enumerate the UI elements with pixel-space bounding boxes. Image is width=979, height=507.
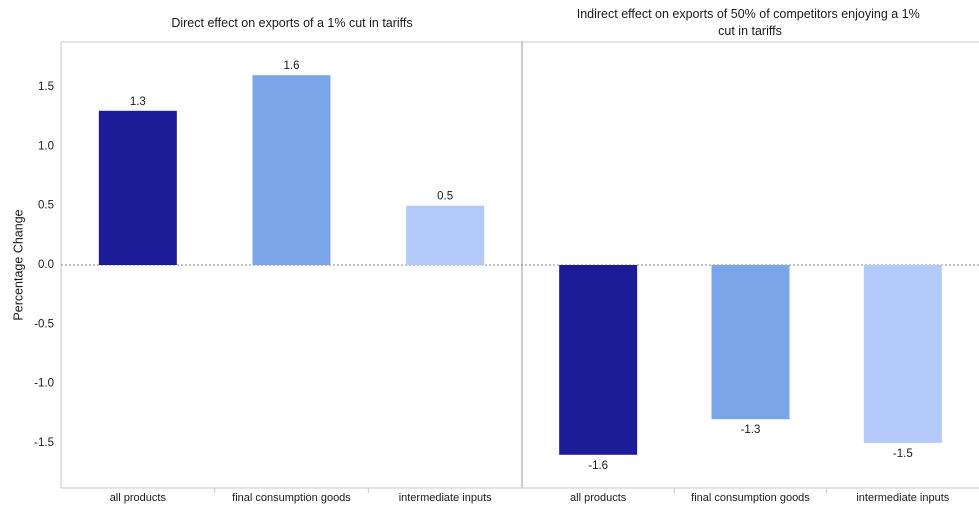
x-category-label: intermediate inputs: [856, 492, 949, 504]
bar-indirect-final-consumption-goods: [711, 265, 790, 420]
y-axis-title: Percentage Change: [11, 209, 25, 320]
bar-value-label: -1.5: [893, 448, 913, 460]
bar-direct-intermediate-inputs: [406, 205, 485, 265]
y-tick-label: 0.5: [38, 200, 54, 212]
bar-value-label: -1.6: [588, 460, 608, 472]
bar-indirect-intermediate-inputs: [863, 265, 942, 443]
x-category-label: all products: [570, 492, 627, 504]
bar-indirect-all-products: [559, 265, 638, 455]
panel-title-indirect-line-2: cut in tariffs: [718, 24, 782, 38]
y-tick-label: -0.5: [34, 318, 54, 330]
bar-value-label: -1.3: [741, 424, 761, 436]
panel-title-indirect: Indirect effect on exports of 50% of com…: [577, 7, 924, 38]
x-category-label: final consumption goods: [232, 492, 351, 504]
bar-value-label: 1.6: [284, 60, 300, 72]
x-category-label: intermediate inputs: [399, 492, 492, 504]
panel-title-indirect-line-1: Indirect effect on exports of 50% of com…: [577, 7, 920, 21]
x-category-label: all products: [110, 492, 167, 504]
bar-direct-all-products: [98, 110, 177, 265]
bar-direct-final-consumption-goods: [252, 75, 331, 265]
y-tick-label: -1.0: [34, 378, 54, 390]
panel-title-direct: Direct effect on exports of a 1% cut in …: [171, 16, 412, 30]
y-tick-label: -1.5: [34, 437, 54, 449]
x-category-label: final consumption goods: [691, 492, 810, 504]
y-tick-label: 1.0: [38, 140, 54, 152]
bar-value-label: 1.3: [130, 96, 146, 108]
y-tick-label: 0.0: [38, 259, 54, 271]
y-tick-label: 1.5: [38, 81, 54, 93]
bar-value-label: 0.5: [437, 191, 453, 203]
